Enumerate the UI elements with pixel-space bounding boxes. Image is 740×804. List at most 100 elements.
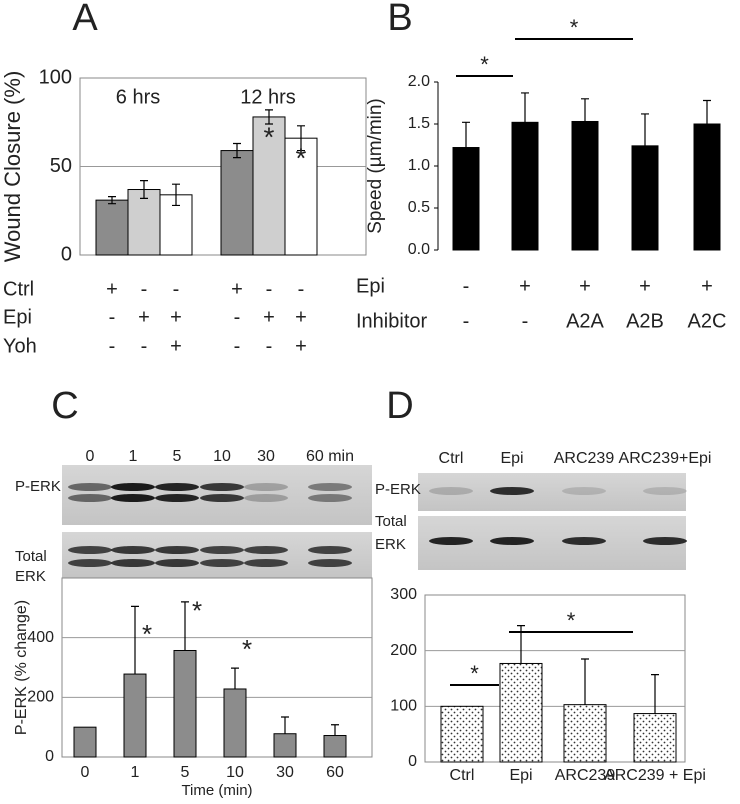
blot-band (562, 537, 606, 545)
row-cell: + (138, 306, 150, 328)
bar (220, 150, 254, 256)
row-cell: - (463, 275, 470, 297)
row-cell: + (170, 306, 182, 328)
blot-band (68, 483, 112, 491)
row-cell: - (234, 335, 241, 357)
y-axis-title: Wound Closure (%) (0, 71, 25, 263)
row-cell: A2C (688, 310, 727, 332)
blot-lane-label: Epi (500, 450, 523, 467)
blot-lane-label: 5 (173, 448, 182, 465)
blot-band (643, 487, 687, 495)
y-tick-label: 50 (50, 155, 72, 177)
bar (73, 726, 97, 758)
blot-band (490, 487, 534, 495)
y-tick-label: 200 (390, 642, 417, 659)
x-tick-label: 1 (131, 764, 140, 781)
error-bar (521, 92, 529, 123)
blot-band (200, 546, 244, 554)
blot-label: P-ERK (375, 481, 421, 498)
row-label: Ctrl (3, 278, 34, 300)
y-tick-label: 100 (390, 698, 417, 715)
bar (511, 121, 539, 251)
row-label: Epi (356, 275, 385, 297)
error-bar (181, 601, 189, 651)
row-cell: - (522, 310, 529, 332)
blot-band (68, 546, 112, 554)
row-cell: - (463, 310, 470, 332)
bar (95, 199, 129, 256)
row-cell: + (231, 278, 243, 300)
significance-star: * (142, 619, 152, 649)
error-bar (140, 180, 148, 199)
blot-label: Total (15, 548, 47, 565)
blot-lane-label: 60 min (306, 448, 354, 465)
bar (571, 120, 599, 251)
blot-label: ERK (375, 536, 406, 553)
x-tick-label: ARC239 + Epi (604, 767, 706, 784)
blot-lane-label: 0 (86, 448, 95, 465)
error-bar (233, 142, 241, 159)
x-tick-label: Epi (509, 767, 532, 784)
significance-star: * (480, 52, 489, 77)
x-tick-label: Ctrl (450, 767, 475, 784)
row-cell: + (579, 275, 591, 297)
y-tick-label: 300 (390, 586, 417, 603)
x-tick-label: 5 (181, 764, 190, 781)
y-axis-title: Speed (µm/min) (365, 98, 386, 234)
error-bar (108, 195, 116, 205)
group-label: 6 hrs (116, 86, 160, 108)
blot-band (308, 559, 352, 567)
y-tick-label: 0 (45, 748, 54, 765)
blot-band (111, 559, 155, 567)
blot-band (308, 494, 352, 502)
x-tick-label: 0 (81, 764, 90, 781)
error-bar (581, 658, 589, 705)
error-bar (462, 121, 470, 148)
row-cell: A2B (626, 310, 664, 332)
blot (62, 532, 372, 578)
blot-band (244, 494, 288, 502)
y-tick-label: 400 (27, 629, 54, 646)
blot-band (68, 559, 112, 567)
bar (252, 116, 286, 256)
bar (273, 733, 297, 758)
blot-band (111, 483, 155, 491)
blot-band (111, 494, 155, 502)
y-tick-label: 2.0 (408, 73, 430, 90)
bar (633, 713, 677, 763)
row-label: Epi (3, 306, 32, 328)
y-tick-label: 0.0 (408, 241, 430, 258)
row-cell: + (295, 306, 307, 328)
significance-star: * (470, 661, 479, 686)
blot-band (643, 537, 687, 545)
row-cell: - (141, 278, 148, 300)
bar (284, 137, 318, 256)
row-cell: + (701, 275, 713, 297)
y-tick-label: 1.5 (408, 115, 430, 132)
blot-lane-label: 30 (257, 448, 275, 465)
blot-band (155, 494, 199, 502)
error-bar (172, 183, 180, 207)
row-cell: - (266, 335, 273, 357)
row-cell: + (295, 335, 307, 357)
bar (499, 662, 543, 763)
panel-letter: D (386, 385, 413, 427)
row-label: Inhibitor (356, 310, 427, 332)
blot-label: ERK (15, 568, 46, 585)
error-bar (131, 605, 139, 675)
blot-band (155, 546, 199, 554)
y-tick-label: 1.0 (408, 157, 430, 174)
y-tick-label: 0 (61, 243, 72, 265)
blot-lane-label: ARC239+Epi (619, 450, 712, 467)
row-cell: - (266, 278, 273, 300)
error-bar (703, 99, 711, 124)
bar (631, 145, 659, 251)
row-cell: + (106, 278, 118, 300)
significance-star: * (296, 143, 307, 174)
plot-frame (61, 577, 373, 758)
error-bar (581, 98, 589, 122)
row-cell: + (263, 306, 275, 328)
error-bar (331, 724, 339, 736)
blot-lane-label: 10 (213, 448, 231, 465)
